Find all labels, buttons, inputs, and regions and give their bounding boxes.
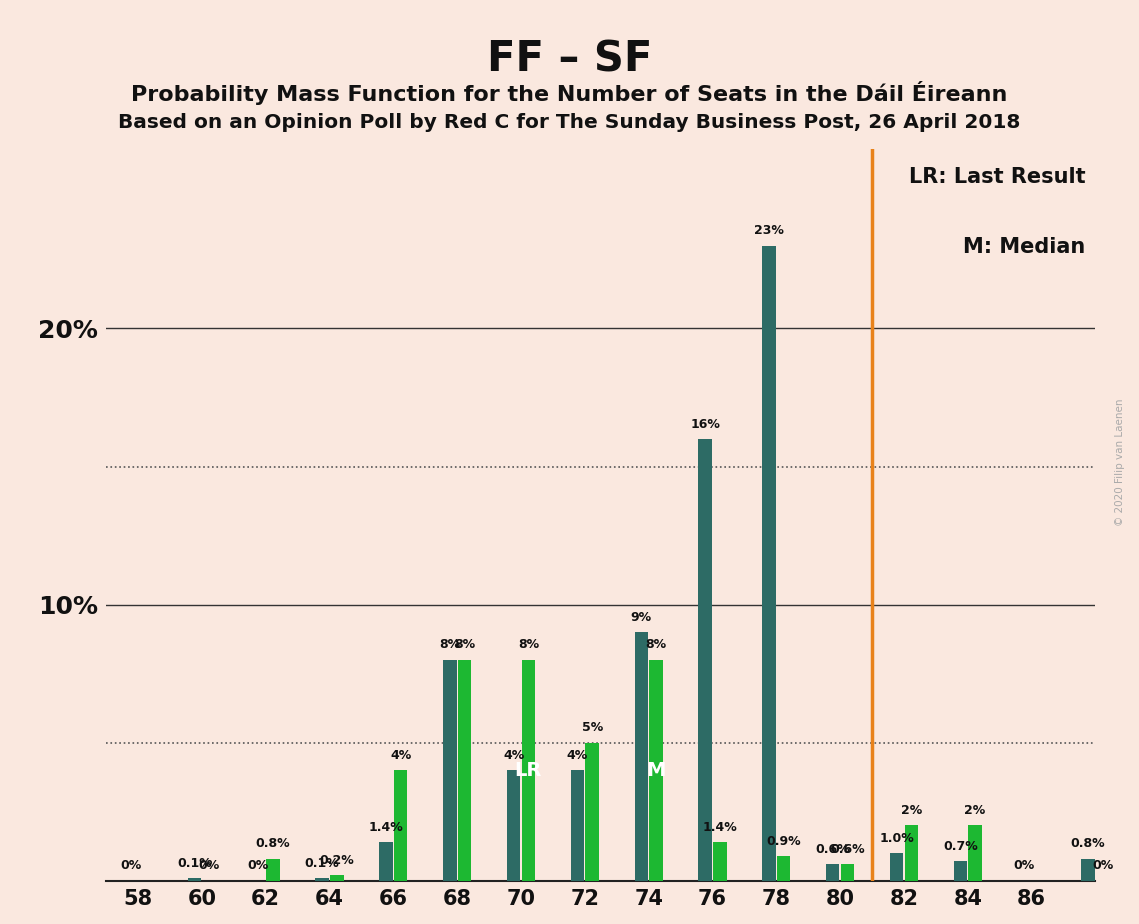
Text: Based on an Opinion Poll by Red C for The Sunday Business Post, 26 April 2018: Based on an Opinion Poll by Red C for Th… xyxy=(118,113,1021,132)
Text: 8%: 8% xyxy=(440,638,460,651)
Bar xyxy=(634,632,648,881)
Bar xyxy=(330,875,344,881)
Text: 1.4%: 1.4% xyxy=(703,821,737,833)
Bar xyxy=(762,246,776,881)
Text: LR: Last Result: LR: Last Result xyxy=(909,167,1085,188)
Bar xyxy=(713,842,727,881)
Bar xyxy=(188,878,202,881)
Bar xyxy=(379,842,393,881)
Text: 0.8%: 0.8% xyxy=(1071,837,1106,850)
Text: 0.1%: 0.1% xyxy=(178,857,212,869)
Text: 0.2%: 0.2% xyxy=(319,854,354,867)
Text: Probability Mass Function for the Number of Seats in the Dáil Éireann: Probability Mass Function for the Number… xyxy=(131,81,1008,105)
Text: © 2020 Filip van Laenen: © 2020 Filip van Laenen xyxy=(1115,398,1125,526)
Bar xyxy=(522,660,535,881)
Text: 23%: 23% xyxy=(754,225,784,237)
Text: 2%: 2% xyxy=(901,804,921,817)
Text: 0%: 0% xyxy=(247,859,269,872)
Bar xyxy=(826,864,839,881)
Text: 4%: 4% xyxy=(567,749,588,762)
Bar xyxy=(698,439,712,881)
Bar xyxy=(571,771,584,881)
Text: 0.1%: 0.1% xyxy=(305,857,339,869)
Bar xyxy=(443,660,457,881)
Bar xyxy=(316,878,329,881)
Bar xyxy=(1081,858,1095,881)
Text: 8%: 8% xyxy=(646,638,666,651)
Text: FF – SF: FF – SF xyxy=(486,39,653,80)
Bar xyxy=(777,856,790,881)
Text: 0.9%: 0.9% xyxy=(767,834,801,847)
Bar xyxy=(267,858,280,881)
Text: M: Median: M: Median xyxy=(964,237,1085,257)
Text: 0%: 0% xyxy=(1092,859,1114,872)
Bar xyxy=(585,743,599,881)
Text: 0%: 0% xyxy=(198,859,220,872)
Text: 8%: 8% xyxy=(518,638,539,651)
Text: 0%: 0% xyxy=(1014,859,1035,872)
Text: 0.6%: 0.6% xyxy=(816,843,850,856)
Text: M: M xyxy=(646,760,665,780)
Bar xyxy=(953,861,967,881)
Text: 0.6%: 0.6% xyxy=(830,843,865,856)
Text: LR: LR xyxy=(515,760,542,780)
Text: 0.7%: 0.7% xyxy=(943,840,977,853)
Text: 4%: 4% xyxy=(503,749,524,762)
Text: 0.8%: 0.8% xyxy=(256,837,290,850)
Bar xyxy=(394,771,408,881)
Text: 8%: 8% xyxy=(454,638,475,651)
Text: 16%: 16% xyxy=(690,418,720,431)
Text: 1.0%: 1.0% xyxy=(879,832,913,845)
Bar xyxy=(841,864,854,881)
Bar xyxy=(458,660,472,881)
Text: 9%: 9% xyxy=(631,611,652,624)
Text: 2%: 2% xyxy=(965,804,985,817)
Bar xyxy=(507,771,521,881)
Bar xyxy=(904,825,918,881)
Bar xyxy=(968,825,982,881)
Text: 0%: 0% xyxy=(120,859,141,872)
Bar xyxy=(890,853,903,881)
Text: 1.4%: 1.4% xyxy=(369,821,403,833)
Bar xyxy=(649,660,663,881)
Text: 4%: 4% xyxy=(390,749,411,762)
Text: 5%: 5% xyxy=(582,722,603,735)
